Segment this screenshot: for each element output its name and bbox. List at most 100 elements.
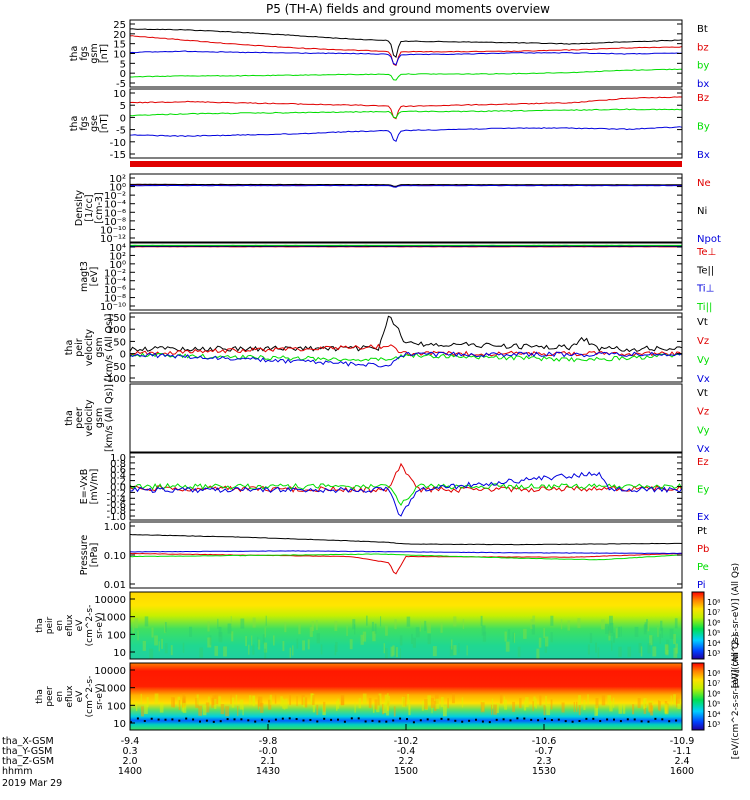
legend-temperature-2: Ti⊥ [696, 284, 714, 295]
panel-frame-temperature [129, 242, 683, 311]
spectrogram-texture [673, 634, 676, 645]
spectrogram-texture [597, 647, 600, 658]
ytick-label-temperature-2: 10⁰ [109, 260, 126, 271]
colorbar-tick-0-4: 10⁴ [707, 639, 720, 648]
spectrogram-texture [374, 623, 377, 634]
ytick-label-fgs_gse-2: 0 [120, 113, 126, 124]
spectrogram-dot [295, 718, 298, 721]
spectrogram-texture [394, 619, 397, 630]
spectrogram-dot [316, 720, 319, 723]
spectrogram-texture [601, 619, 605, 630]
spectrogram-texture [659, 633, 661, 644]
spectrogram-texture [385, 625, 388, 636]
xaxis-value-1-2: -0.4 [397, 746, 416, 757]
ytick-label-fgs_gse-0: 10 [113, 89, 126, 100]
ytick-label-peir_velocity-0: 150 [107, 313, 126, 324]
spec-ylabel-1-0: tha [35, 689, 45, 704]
spectrogram-texture [316, 633, 320, 644]
spectrogram-texture [525, 697, 529, 708]
spectrogram-texture [399, 648, 401, 659]
ytick-label-efield-3: 0.4 [110, 471, 126, 482]
spectrogram-dot [350, 717, 353, 720]
spectrogram-dot [378, 720, 381, 723]
xaxis-value-3-1: 1430 [256, 766, 280, 777]
legend-density-2: Npot [697, 234, 721, 245]
spectrogram-texture [280, 696, 283, 707]
ylabel-peer_velocity-1: peer [74, 407, 85, 429]
spectrogram-texture [158, 641, 160, 652]
legend-density-1: Ni [697, 206, 707, 217]
spectrogram-texture [595, 642, 597, 653]
spectrogram-texture [376, 702, 380, 713]
spec-ylabel-0-4: eV [75, 619, 85, 632]
legend-efield-1: Ey [697, 485, 709, 496]
spectrogram-texture [427, 634, 431, 645]
spectrogram-dot [523, 717, 526, 720]
colorbar-label-0: [eV/(cm^2-s-sr-eV)] (All Qs) [731, 563, 741, 688]
spectrogram-dot [281, 717, 284, 720]
spectrogram-dot [640, 720, 643, 723]
spectrogram-texture [209, 635, 212, 646]
spectrogram-texture [173, 697, 175, 708]
spectrogram-texture [432, 646, 437, 657]
spectrogram-texture [545, 636, 549, 647]
spectrogram-texture [214, 645, 219, 656]
spectrogram-texture [535, 698, 537, 709]
spectrogram-texture [217, 618, 219, 629]
colorbar-tick-1-4: 10⁴ [707, 710, 720, 719]
spectrogram-texture [252, 695, 256, 706]
spectrogram-texture [594, 705, 598, 717]
spectrogram-dot [254, 720, 257, 723]
spectrogram-texture [532, 701, 534, 712]
spectrogram-texture [648, 702, 653, 713]
spectrogram-texture [660, 620, 663, 631]
spectrogram-texture [302, 640, 305, 651]
ytick-label-fgs_gse-3: -5 [116, 126, 126, 137]
spec-ytick-label-0-3: 10 [113, 648, 126, 659]
spectrogram-texture [583, 699, 586, 711]
spectrogram-texture [273, 635, 275, 646]
spectrogram-texture [142, 640, 146, 651]
xaxis-value-1-1: -0.0 [259, 746, 278, 757]
spectrogram-dot [599, 720, 602, 723]
spectrogram-texture [315, 620, 318, 631]
spectrogram-texture [449, 645, 454, 656]
ytick-label-peir_velocity-2: 50 [113, 337, 126, 348]
spectrogram-texture [544, 642, 547, 653]
flag-bar [130, 161, 682, 167]
ylabel-peer_velocity-3: gsm [94, 408, 105, 428]
spectrogram-texture [259, 696, 263, 707]
ylabel-density-1: [1/cc] [84, 194, 95, 221]
spectrogram-texture [447, 698, 449, 709]
spectrogram-texture [406, 616, 411, 627]
spectrogram-texture [640, 646, 643, 657]
spectrogram-texture [140, 693, 142, 704]
xaxis-row-label-0: tha_X-GSM [2, 736, 54, 747]
spectrogram-texture [634, 626, 639, 637]
spectrogram-texture [132, 622, 135, 633]
spectrogram-texture [245, 636, 248, 647]
spectrogram-dot [385, 720, 388, 723]
xaxis-value-3-4: 1600 [670, 766, 694, 777]
spectrogram-texture [372, 702, 375, 713]
spectrogram-dot [564, 720, 567, 723]
spectrogram-texture [491, 704, 493, 715]
spectrogram-dot [233, 718, 236, 721]
spectrogram-texture [513, 632, 516, 643]
spectrogram-texture [669, 628, 674, 639]
spectrogram-dot [537, 719, 540, 722]
ytick-label-pressure-2: 0.01 [104, 580, 126, 591]
spectrogram-texture [664, 704, 669, 715]
spectrogram-texture [567, 620, 571, 631]
spec-ytick-label-1-1: 1000 [101, 684, 126, 695]
colorbar-tick-1-0: 10⁸ [707, 669, 720, 678]
spectrogram-texture [450, 639, 453, 650]
ylabel-fgs_gse-0: tha [69, 116, 80, 132]
spectrogram-texture [577, 618, 581, 629]
ylabel-density-0: Density [74, 190, 85, 226]
spectrogram-dot [592, 717, 595, 720]
spectrogram-dot [274, 718, 277, 721]
spectrogram-texture [354, 624, 356, 635]
spectrogram-texture [390, 646, 394, 657]
ylabel-peer_velocity-0: tha [64, 410, 75, 426]
